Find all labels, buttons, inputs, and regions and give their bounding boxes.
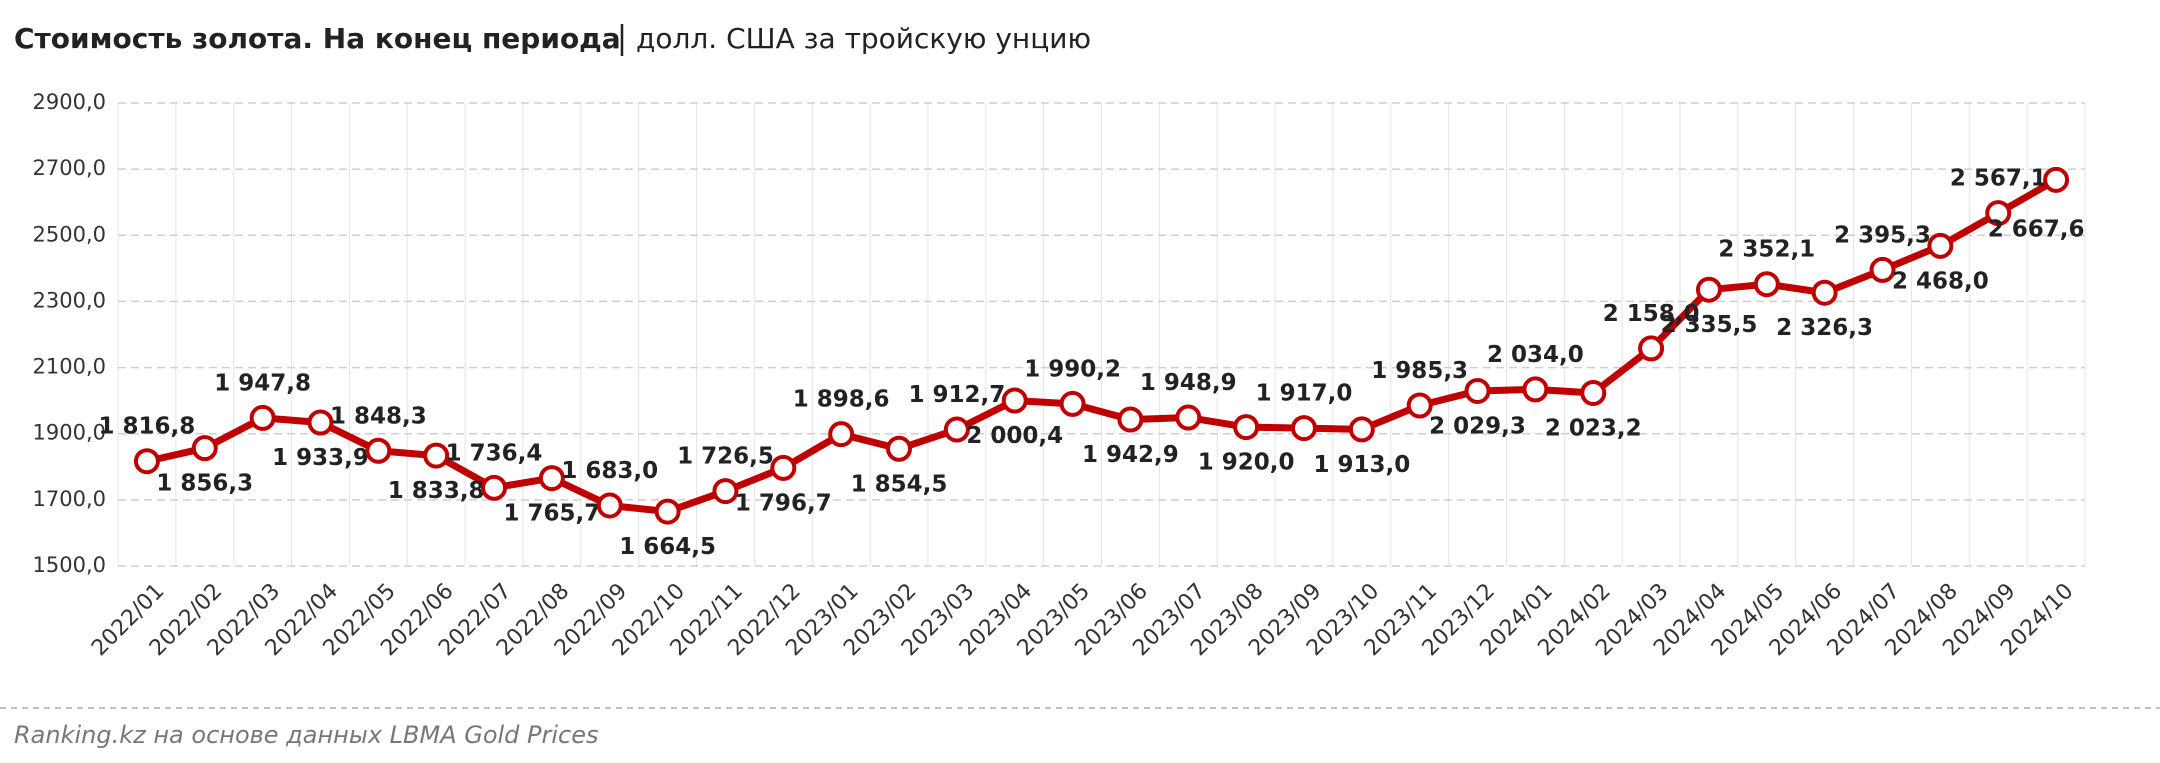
value-label: 1 833,8	[388, 478, 485, 504]
y-tick-label: 2700,0	[33, 156, 106, 180]
data-point	[828, 421, 855, 448]
value-label: 2 352,1	[1718, 237, 1815, 263]
value-label: 1 913,0	[1313, 452, 1410, 478]
value-label: 1 816,8	[99, 414, 196, 440]
data-point	[654, 498, 681, 525]
data-point	[1059, 390, 1086, 417]
data-point	[1290, 415, 1317, 442]
data-point	[886, 435, 913, 462]
data-point	[1001, 387, 1028, 414]
value-label: 1 854,5	[851, 471, 948, 497]
y-tick-label: 1700,0	[33, 487, 106, 511]
data-point	[770, 454, 797, 481]
value-label: 1 990,2	[1024, 356, 1121, 382]
value-label: 2 000,4	[966, 423, 1063, 449]
value-label: 1 985,3	[1371, 358, 1468, 384]
value-label: 1 765,7	[504, 501, 601, 527]
data-point	[943, 416, 970, 443]
value-label: 1 948,9	[1140, 370, 1237, 396]
value-label: 1 942,9	[1082, 442, 1179, 468]
chart-title: Стоимость золота. На конец периода	[14, 22, 621, 55]
data-point	[1464, 377, 1491, 404]
y-tick-label: 1500,0	[33, 553, 106, 577]
value-label: 2 023,2	[1545, 415, 1642, 441]
source-note: Ranking.kz на основе данных LBMA Gold Pr…	[14, 721, 599, 749]
data-point	[423, 442, 450, 469]
value-label: 2 326,3	[1776, 315, 1873, 341]
y-tick-label: 2500,0	[33, 222, 106, 246]
data-point	[1348, 416, 1375, 443]
value-label: 1 726,5	[677, 444, 774, 470]
data-point	[1927, 232, 1954, 259]
value-label: 2 158,0	[1603, 301, 1700, 327]
data-point	[1753, 271, 1780, 298]
value-label: 2 567,1	[1950, 166, 2047, 192]
data-point	[538, 465, 565, 492]
value-label: 1 912,7	[908, 382, 1005, 408]
y-tick-label: 1900,0	[33, 421, 106, 445]
data-point	[307, 409, 334, 436]
value-label: 1 947,8	[214, 370, 311, 396]
chart-subtitle: долл. США за тройскую унцию	[636, 22, 1091, 55]
data-point	[1522, 376, 1549, 403]
y-tick-label: 2300,0	[33, 288, 106, 312]
data-point	[191, 435, 218, 462]
y-tick-label: 2100,0	[33, 355, 106, 379]
data-point	[2043, 166, 2070, 193]
data-point	[249, 404, 276, 431]
value-label: 2 034,0	[1487, 342, 1584, 368]
data-point	[1985, 200, 2012, 227]
data-point	[1695, 276, 1722, 303]
data-point	[1869, 256, 1896, 283]
value-label: 1 796,7	[735, 490, 832, 516]
data-point	[1233, 414, 1260, 441]
value-label: 1 736,4	[446, 440, 543, 466]
data-point	[712, 478, 739, 505]
data-point	[365, 437, 392, 464]
value-label: 1 920,0	[1198, 450, 1295, 476]
data-point	[1580, 379, 1607, 406]
data-point	[1406, 392, 1433, 419]
data-line	[146, 176, 2058, 516]
data-point	[1638, 335, 1665, 362]
data-point	[596, 492, 623, 519]
value-label: 1 917,0	[1256, 381, 1353, 407]
value-label: 2 395,3	[1834, 222, 1931, 248]
value-label: 2 468,0	[1892, 268, 1989, 294]
value-label: 1 933,9	[272, 445, 369, 471]
value-label: 1 683,0	[561, 458, 658, 484]
data-point	[1117, 406, 1144, 433]
value-label: 1 848,3	[330, 403, 427, 429]
data-point	[481, 474, 508, 501]
value-label: 1 856,3	[156, 471, 253, 497]
data-point	[1811, 279, 1838, 306]
value-label: 1 898,6	[793, 387, 890, 413]
value-label: 2 667,6	[1988, 216, 2085, 242]
y-tick-label: 2900,0	[33, 90, 106, 114]
data-point	[133, 448, 160, 475]
value-label: 2 029,3	[1429, 413, 1526, 439]
data-point	[1175, 404, 1202, 431]
value-label: 1 664,5	[619, 534, 716, 560]
value-label: 2 335,5	[1661, 312, 1758, 338]
